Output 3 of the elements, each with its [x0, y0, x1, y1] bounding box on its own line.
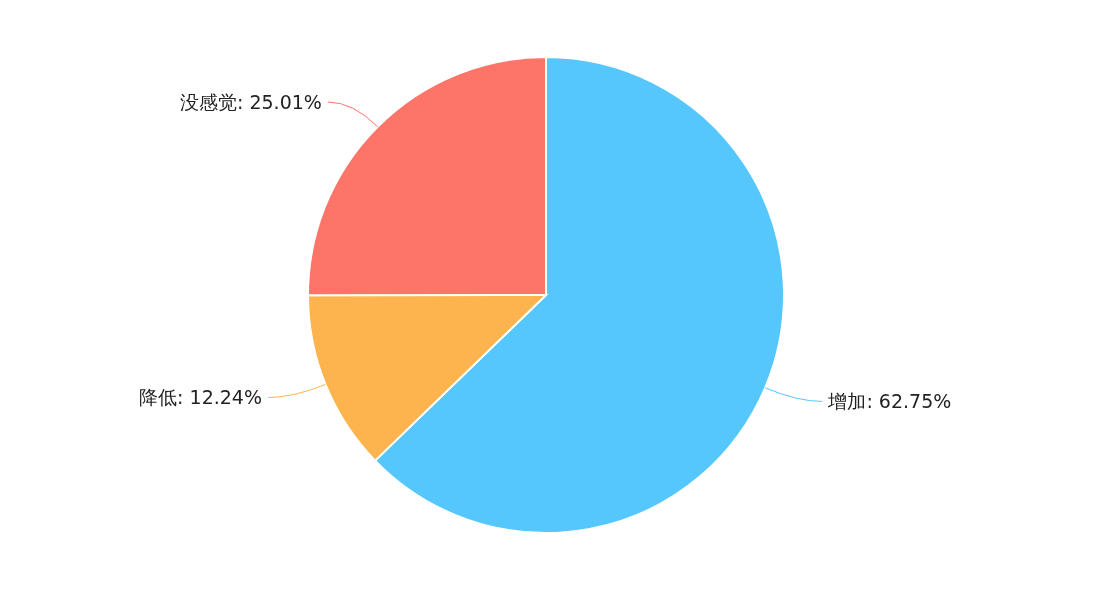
slice-label: 没感觉: 25.01% — [180, 90, 322, 113]
slice-label: 增加: 62.75% — [827, 390, 952, 413]
slice-label: 降低: 12.24% — [139, 386, 262, 409]
